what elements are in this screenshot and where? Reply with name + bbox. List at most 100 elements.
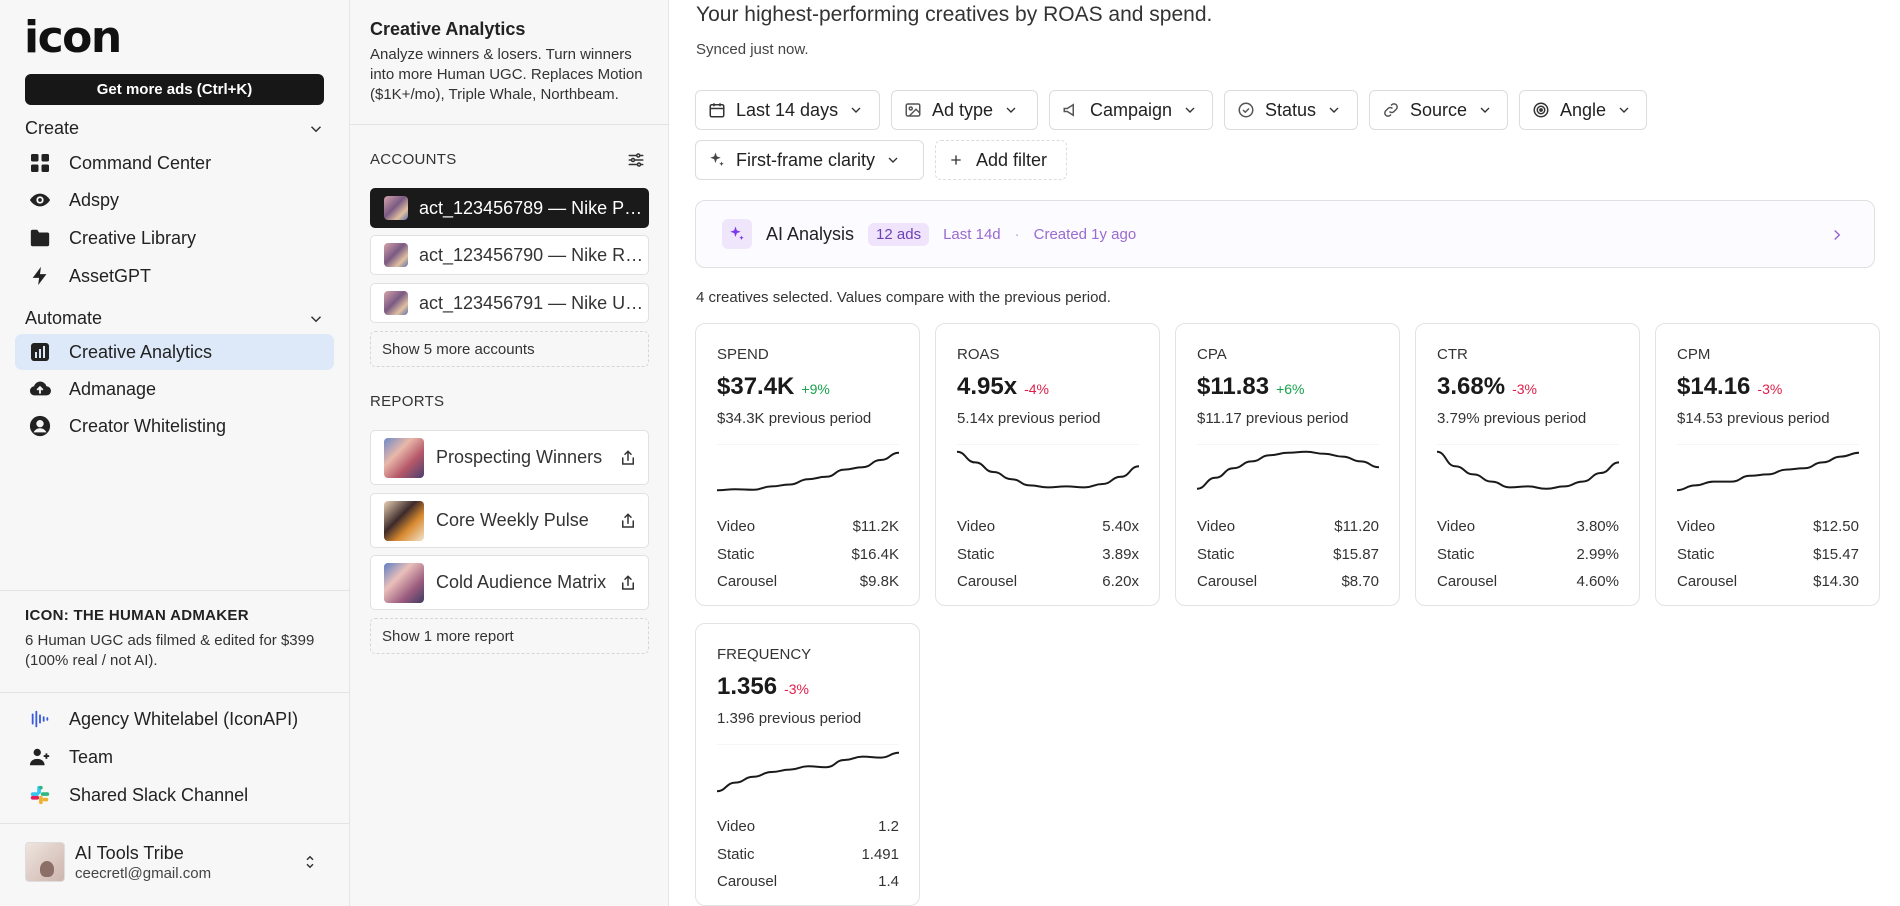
- breakdown-row: Carousel $9.8K: [717, 568, 899, 596]
- share-icon[interactable]: [619, 512, 637, 530]
- metric-card-roas[interactable]: ROAS 4.95x -4% 5.14x previous period Video 5.…: [935, 323, 1160, 606]
- metric-card-spend[interactable]: SPEND $37.4K +9% $34.3K previous period Vide…: [695, 323, 920, 606]
- link-icon: [1382, 101, 1400, 119]
- breakdown-label: Carousel: [1677, 573, 1738, 591]
- breakdown-label: Video: [1197, 518, 1236, 536]
- divider: [0, 692, 350, 693]
- sidebar-item-adspy[interactable]: Adspy: [15, 182, 334, 218]
- user-circle-icon: [29, 415, 51, 437]
- user-menu[interactable]: AI Tools Tribe ceecretl@gmail.com: [25, 842, 325, 882]
- ai-analysis-bar[interactable]: AI Analysis 12 ads Last 14d · Created 1y…: [695, 200, 1875, 268]
- filter-label: Campaign: [1090, 99, 1173, 120]
- create-section-toggle[interactable]: Create: [25, 118, 325, 139]
- account-label: act_123456789 — Nike Performance: [419, 197, 644, 218]
- bolt-icon: [29, 265, 51, 287]
- report-label: Core Weekly Pulse: [436, 510, 589, 530]
- sidebar-item-creator-whitelisting[interactable]: Creator Whitelisting: [15, 408, 334, 444]
- add-filter-button[interactable]: Add filter: [935, 140, 1067, 180]
- report-item[interactable]: Core Weekly Pulse: [370, 493, 649, 548]
- metric-breakdown: Video 5.40x Static 3.89x Carousel 6.20x: [957, 513, 1139, 596]
- metric-label: ROAS: [957, 346, 1000, 363]
- share-icon[interactable]: [619, 449, 637, 467]
- bar-chart-icon: [29, 341, 51, 363]
- user-plus-icon: [29, 746, 51, 768]
- breakdown-value: 1.4: [878, 873, 899, 891]
- app-logo[interactable]: icon: [24, 12, 122, 63]
- filter-campaign[interactable]: Campaign: [1049, 90, 1213, 130]
- get-more-ads-button[interactable]: Get more ads (Ctrl+K): [25, 74, 324, 105]
- breakdown-row: Carousel 4.60%: [1437, 568, 1619, 596]
- user-name: AI Tools Tribe: [75, 842, 184, 863]
- metric-delta: -3%: [784, 681, 809, 697]
- filter-first-frame-clarity[interactable]: First-frame clarity: [695, 140, 924, 180]
- eye-icon: [29, 189, 51, 211]
- breakdown-row: Carousel $14.30: [1677, 568, 1859, 596]
- show-more-reports-button[interactable]: Show 1 more report: [370, 618, 649, 654]
- account-item[interactable]: act_123456789 — Nike Performance: [370, 188, 649, 228]
- filter-date-range[interactable]: Last 14 days: [695, 90, 880, 130]
- sidebar-item-admanage[interactable]: Admanage: [15, 371, 334, 407]
- metric-value-group: 3.68% -3%: [1437, 373, 1537, 401]
- promo-title: ICON: THE HUMAN ADMAKER: [25, 607, 249, 624]
- ai-ads-count-badge: 12 ads: [868, 222, 930, 246]
- avatar: [25, 842, 65, 882]
- divider: [0, 823, 350, 824]
- report-thumbnail: [384, 500, 424, 541]
- filter-label: Angle: [1560, 99, 1607, 120]
- filter-source[interactable]: Source: [1369, 90, 1508, 130]
- metric-value: 1.356: [717, 673, 778, 700]
- metric-breakdown: Video 1.2 Static 1.491 Carousel 1.4: [717, 813, 899, 896]
- accounts-heading: ACCOUNTS: [370, 151, 457, 168]
- sidebar-item-creative-analytics[interactable]: Creative Analytics: [15, 334, 334, 370]
- ai-created: Created 1y ago: [1033, 225, 1137, 243]
- metric-delta: +6%: [1276, 381, 1305, 397]
- sparkline-chart: [1677, 444, 1859, 492]
- folder-icon: [29, 227, 51, 249]
- filter-ad-type[interactable]: Ad type: [891, 90, 1038, 130]
- sidebar-item-command-center[interactable]: Command Center: [15, 145, 334, 181]
- ai-range: Last 14d: [943, 225, 1001, 243]
- filter-status[interactable]: Status: [1224, 90, 1358, 130]
- filter-label: Last 14 days: [736, 99, 839, 120]
- share-icon[interactable]: [619, 574, 637, 592]
- sparkline-series: [1437, 450, 1619, 490]
- metric-value-group: $37.4K +9%: [717, 373, 830, 401]
- filter-label: Status: [1265, 99, 1317, 120]
- metric-breakdown: Video 3.80% Static 2.99% Carousel 4.60%: [1437, 513, 1619, 596]
- metric-breakdown: Video $11.20 Static $15.87 Carousel $8.70: [1197, 513, 1379, 596]
- automate-section-toggle[interactable]: Automate: [25, 308, 325, 329]
- breakdown-label: Static: [1197, 545, 1235, 563]
- report-item[interactable]: Prospecting Winners: [370, 430, 649, 485]
- sparkline-series: [1197, 450, 1379, 490]
- sidebar-item-creative-library[interactable]: Creative Library: [15, 220, 334, 256]
- metric-value: $14.16: [1677, 373, 1751, 400]
- sidebar-item-agency-whitelabel[interactable]: Agency Whitelabel (IconAPI): [15, 701, 334, 737]
- sidebar-item-assetgpt[interactable]: AssetGPT: [15, 258, 334, 294]
- report-label: Prospecting Winners: [436, 447, 603, 467]
- metric-breakdown: Video $12.50 Static $15.47 Carousel $14.30: [1677, 513, 1859, 596]
- sidebar-item-shared-slack-channel[interactable]: Shared Slack Channel: [15, 777, 334, 813]
- chevron-down-icon: [1329, 107, 1339, 113]
- soundwave-icon: [29, 708, 51, 730]
- sidebar-item-team[interactable]: Team: [15, 739, 334, 775]
- metric-card-cpm[interactable]: CPM $14.16 -3% $14.53 previous period Video $…: [1655, 323, 1880, 606]
- breakdown-row: Carousel $8.70: [1197, 568, 1379, 596]
- account-item[interactable]: act_123456791 — Nike UGC: [370, 283, 649, 323]
- breakdown-row: Carousel 6.20x: [957, 568, 1139, 596]
- show-more-accounts-button[interactable]: Show 5 more accounts: [370, 331, 649, 367]
- metric-card-frequency[interactable]: FREQUENCY 1.356 -3% 1.396 previous period Vi…: [695, 623, 920, 906]
- grid-icon: [29, 152, 51, 174]
- sparkline-chart: [717, 444, 899, 492]
- breakdown-value: 3.80%: [1576, 518, 1619, 536]
- account-item[interactable]: act_123456790 — Nike Retargeting: [370, 235, 649, 275]
- sparkline-series: [1677, 451, 1859, 492]
- metric-card-cpa[interactable]: CPA $11.83 +6% $11.17 previous period Video $…: [1175, 323, 1400, 606]
- breakdown-value: $11.20: [1334, 518, 1379, 536]
- sliders-icon[interactable]: [627, 151, 645, 169]
- filter-angle[interactable]: Angle: [1519, 90, 1647, 130]
- report-item[interactable]: Cold Audience Matrix: [370, 555, 649, 610]
- sparkline-chart: [957, 444, 1139, 489]
- breakdown-label: Video: [1437, 518, 1476, 536]
- metric-card-ctr[interactable]: CTR 3.68% -3% 3.79% previous period Video 3.8…: [1415, 323, 1640, 606]
- filter-label: First-frame clarity: [736, 149, 875, 170]
